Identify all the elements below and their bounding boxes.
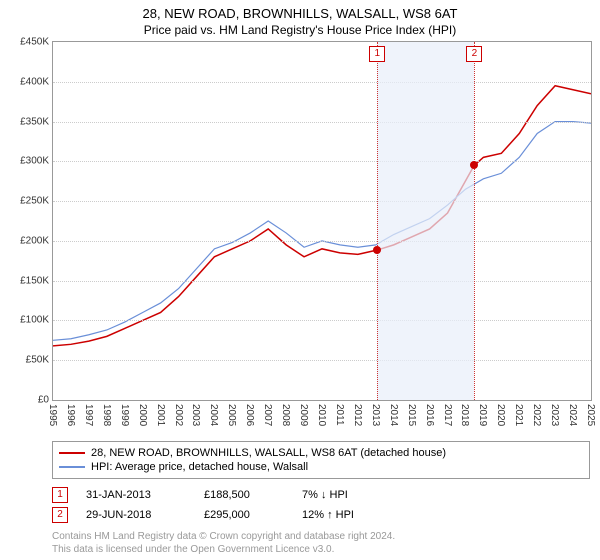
y-axis-label: £300K (20, 156, 49, 167)
grid-line (53, 201, 591, 202)
grid-line (53, 241, 591, 242)
y-axis-label: £400K (20, 76, 49, 87)
grid-line (53, 320, 591, 321)
y-axis-label: £200K (20, 235, 49, 246)
x-axis-label: 2008 (280, 404, 291, 426)
x-axis-label: 2009 (298, 404, 309, 426)
y-axis-label: £250K (20, 196, 49, 207)
x-axis-label: 1998 (101, 404, 112, 426)
marker-flag: 1 (369, 46, 385, 62)
legend-item: 28, NEW ROAD, BROWNHILLS, WALSALL, WS8 6… (59, 446, 583, 460)
x-axis-label: 2023 (549, 404, 560, 426)
x-axis-label: 2025 (585, 404, 596, 426)
x-axis-label: 2014 (388, 404, 399, 426)
series-line-hpi (53, 122, 591, 341)
y-axis-label: £50K (26, 355, 49, 366)
x-axis-label: 2002 (173, 404, 184, 426)
x-axis-label: 2024 (567, 404, 578, 426)
grid-line (53, 360, 591, 361)
y-axis-label: £450K (20, 37, 49, 48)
x-axis-label: 2020 (495, 404, 506, 426)
legend-swatch (59, 452, 85, 454)
event-price: £188,500 (204, 489, 284, 501)
x-axis-label: 1997 (83, 404, 94, 426)
legend-item: HPI: Average price, detached house, Wals… (59, 460, 583, 474)
x-axis-label: 2019 (477, 404, 488, 426)
footer-line: Contains HM Land Registry data © Crown c… (52, 531, 590, 544)
x-axis-label: 1995 (47, 404, 58, 426)
marker-line (474, 42, 475, 400)
page-title: 28, NEW ROAD, BROWNHILLS, WALSALL, WS8 6… (0, 0, 600, 21)
legend-label: HPI: Average price, detached house, Wals… (91, 461, 308, 473)
footer-attribution: Contains HM Land Registry data © Crown c… (52, 531, 590, 556)
shaded-region (377, 42, 474, 400)
legend-box: 28, NEW ROAD, BROWNHILLS, WALSALL, WS8 6… (52, 441, 590, 479)
x-axis-label: 1996 (65, 404, 76, 426)
x-axis-label: 2015 (406, 404, 417, 426)
marker-dot (470, 161, 478, 169)
event-price: £295,000 (204, 509, 284, 521)
grid-line (53, 161, 591, 162)
x-axis-label: 2017 (442, 404, 453, 426)
x-axis-label: 2010 (316, 404, 327, 426)
y-axis-label: £150K (20, 275, 49, 286)
marker-dot (373, 246, 381, 254)
event-row: 2 29-JUN-2018 £295,000 12% ↑ HPI (52, 505, 590, 525)
y-axis-label: £350K (20, 116, 49, 127)
x-axis-label: 2022 (531, 404, 542, 426)
x-axis-label: 1999 (119, 404, 130, 426)
x-axis-label: 2012 (352, 404, 363, 426)
x-axis-label: 2018 (459, 404, 470, 426)
events-table: 1 31-JAN-2013 £188,500 7% ↓ HPI 2 29-JUN-2018… (52, 485, 590, 525)
event-date: 29-JUN-2018 (86, 509, 186, 521)
x-axis-label: 2021 (513, 404, 524, 426)
chart-lines (53, 42, 591, 400)
event-date: 31-JAN-2013 (86, 489, 186, 501)
x-axis-label: 2001 (155, 404, 166, 426)
event-row: 1 31-JAN-2013 £188,500 7% ↓ HPI (52, 485, 590, 505)
x-axis-label: 2000 (137, 404, 148, 426)
legend-label: 28, NEW ROAD, BROWNHILLS, WALSALL, WS8 6… (91, 447, 446, 459)
footer-line: This data is licensed under the Open Gov… (52, 544, 590, 557)
series-line-price_paid (53, 86, 591, 346)
page-subtitle: Price paid vs. HM Land Registry's House … (0, 21, 600, 41)
grid-line (53, 122, 591, 123)
x-axis-label: 2005 (226, 404, 237, 426)
x-axis-label: 2011 (334, 404, 345, 426)
x-axis-label: 2003 (190, 404, 201, 426)
x-axis-label: 2016 (424, 404, 435, 426)
x-axis-label: 2006 (244, 404, 255, 426)
marker-line (377, 42, 378, 400)
legend-swatch (59, 466, 85, 468)
grid-line (53, 281, 591, 282)
price-chart: £0£50K£100K£150K£200K£250K£300K£350K£400… (52, 41, 592, 401)
x-axis-label: 2004 (208, 404, 219, 426)
event-flag: 2 (52, 507, 68, 523)
event-flag: 1 (52, 487, 68, 503)
event-diff: 7% ↓ HPI (302, 489, 392, 501)
x-axis-label: 2013 (370, 404, 381, 426)
event-diff: 12% ↑ HPI (302, 509, 392, 521)
grid-line (53, 82, 591, 83)
y-axis-label: £100K (20, 315, 49, 326)
marker-flag: 2 (466, 46, 482, 62)
x-axis-label: 2007 (262, 404, 273, 426)
